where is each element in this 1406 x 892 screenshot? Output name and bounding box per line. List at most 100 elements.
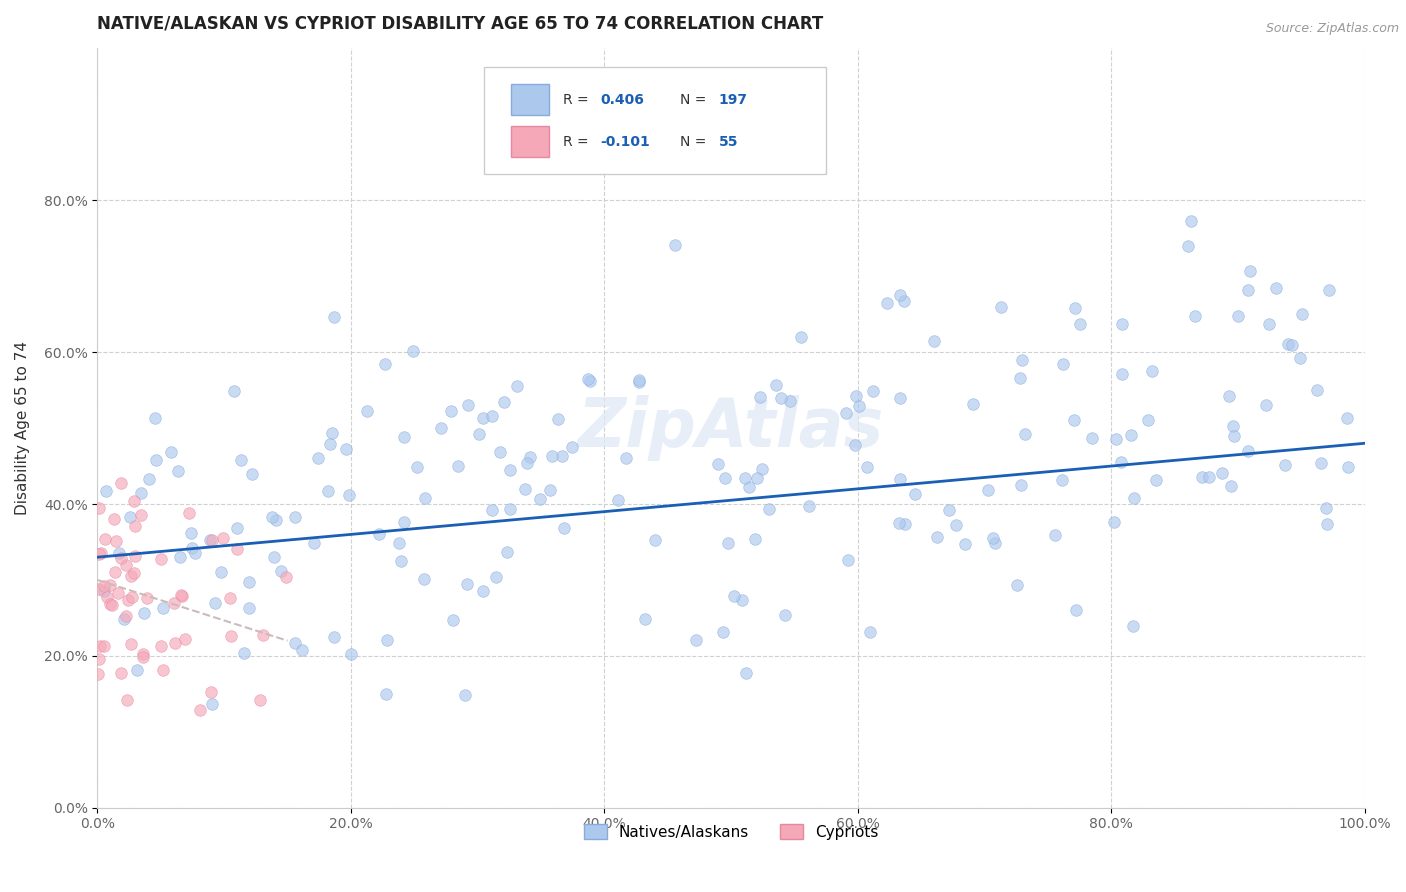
Point <box>844 438 866 452</box>
Point <box>1010 370 1032 384</box>
Point <box>498 463 520 477</box>
Point <box>89 651 111 665</box>
Point <box>496 545 519 559</box>
Point <box>98 597 121 611</box>
Point <box>356 404 378 418</box>
Point <box>89 639 111 653</box>
Point <box>456 577 478 591</box>
Point <box>319 437 342 451</box>
Point <box>977 483 1000 497</box>
Point <box>224 384 246 398</box>
Point <box>184 546 207 560</box>
Point <box>644 533 666 548</box>
Point <box>547 411 569 425</box>
Point <box>468 427 491 442</box>
Point <box>132 647 155 661</box>
Point <box>848 399 870 413</box>
Point <box>209 565 232 579</box>
Point <box>1109 455 1132 469</box>
Point <box>499 502 522 516</box>
Point <box>1254 398 1277 412</box>
Point <box>1317 283 1340 297</box>
Point <box>1337 460 1360 475</box>
Point <box>745 471 768 485</box>
Point <box>89 500 111 515</box>
Point <box>1222 419 1244 434</box>
Point <box>204 596 226 610</box>
Point <box>765 377 787 392</box>
FancyBboxPatch shape <box>510 127 548 157</box>
Point <box>561 441 583 455</box>
Point <box>519 450 541 465</box>
Point <box>163 596 186 610</box>
Point <box>1277 337 1299 351</box>
Point <box>219 629 242 643</box>
FancyBboxPatch shape <box>484 68 827 174</box>
Point <box>515 483 537 497</box>
Point <box>492 394 515 409</box>
Text: N =: N = <box>681 135 711 149</box>
Point <box>731 593 754 607</box>
Point <box>627 373 650 387</box>
Point <box>540 449 562 463</box>
Point <box>1291 307 1313 321</box>
Point <box>163 635 186 649</box>
Point <box>388 536 411 550</box>
Point <box>889 391 911 405</box>
Point <box>457 398 479 412</box>
Point <box>402 344 425 359</box>
Point <box>925 530 948 544</box>
Point <box>112 612 135 626</box>
Point <box>738 480 761 494</box>
Text: N =: N = <box>681 93 711 107</box>
Point <box>87 666 110 681</box>
Point <box>443 613 465 627</box>
Point <box>1063 301 1085 315</box>
Point <box>953 537 976 551</box>
Point <box>231 453 253 467</box>
Point <box>576 372 599 386</box>
Point <box>1069 317 1091 331</box>
Point <box>238 600 260 615</box>
Point <box>606 492 628 507</box>
Point <box>212 531 235 545</box>
Point <box>96 484 118 499</box>
Point <box>129 485 152 500</box>
Point <box>634 612 657 626</box>
Text: ZipAtlas: ZipAtlas <box>578 395 884 461</box>
Point <box>1007 578 1029 592</box>
Point <box>115 609 138 624</box>
Point <box>170 588 193 602</box>
Point <box>1184 309 1206 323</box>
Point <box>316 484 339 499</box>
Point <box>922 334 945 349</box>
Point <box>1102 515 1125 529</box>
Point <box>1050 473 1073 487</box>
Point <box>845 389 868 403</box>
Point <box>302 536 325 550</box>
Point <box>322 310 344 324</box>
Point <box>1218 388 1240 402</box>
Point <box>1220 479 1243 493</box>
Point <box>1063 413 1085 427</box>
Point <box>389 554 412 568</box>
Point <box>284 510 307 524</box>
Point <box>170 589 193 603</box>
Legend: Natives/Alaskans, Cypriots: Natives/Alaskans, Cypriots <box>578 817 884 846</box>
Text: R =: R = <box>562 135 592 149</box>
Point <box>94 532 117 546</box>
Point <box>321 425 343 440</box>
Point <box>734 471 756 485</box>
Point <box>485 570 508 584</box>
Point <box>405 460 427 475</box>
Point <box>260 510 283 524</box>
Point <box>876 295 898 310</box>
Point <box>887 516 910 530</box>
Point <box>98 577 121 591</box>
Point <box>1111 318 1133 332</box>
Point <box>447 458 470 473</box>
Point <box>481 409 503 424</box>
Point <box>138 472 160 486</box>
Point <box>616 450 638 465</box>
Point <box>1274 458 1296 472</box>
